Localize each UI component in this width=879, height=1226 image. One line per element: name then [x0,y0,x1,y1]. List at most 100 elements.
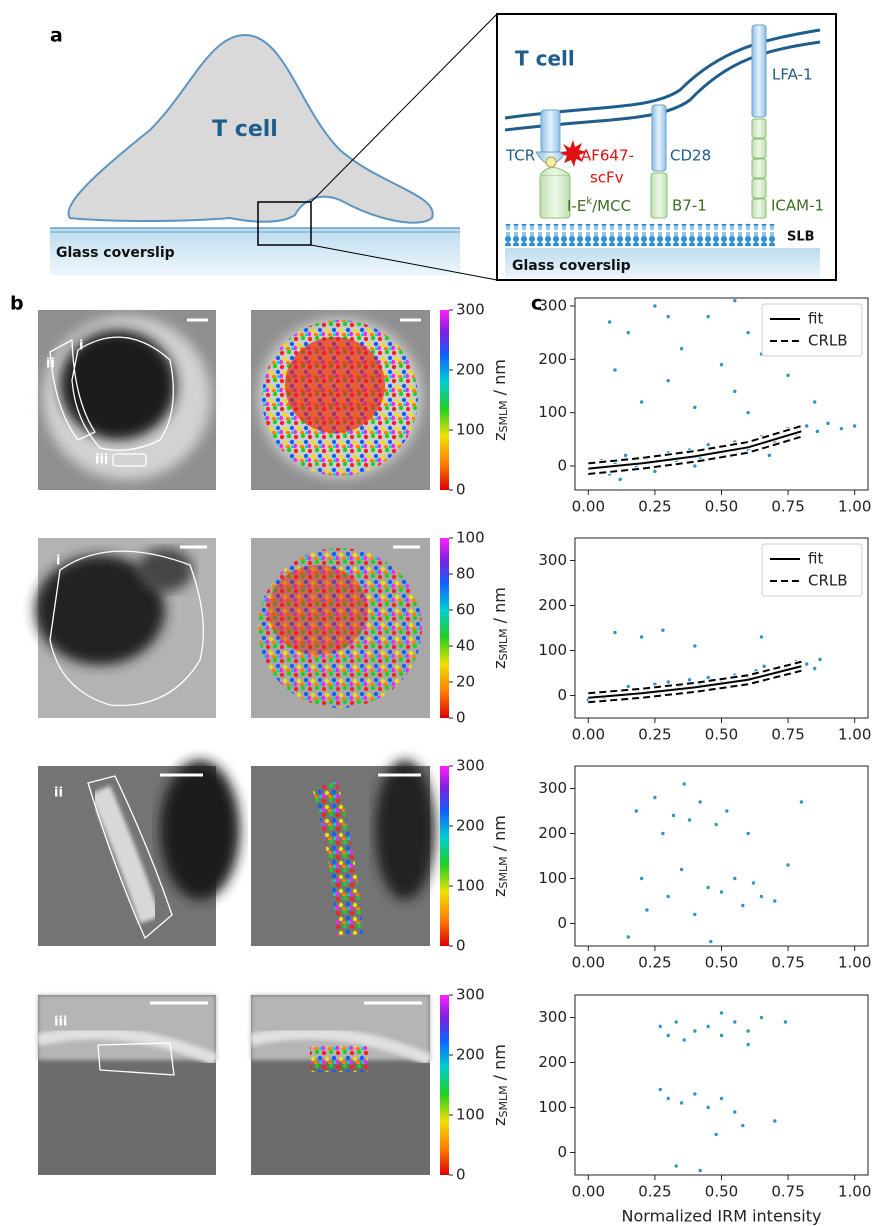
colorbar-label-sub: SMLM [497,628,510,660]
x-tick-label: 0.50 [705,954,738,972]
panel-label: b [10,293,24,315]
cell-diagram: T cell Glass coverslip [50,13,498,281]
colorbar [440,995,449,1175]
colorbar-label: zSMLM / nm [490,1044,511,1126]
probe-label: AF647- [581,147,634,165]
scatter-point [706,675,710,680]
scatter-point [653,682,657,686]
scatter-point [693,1092,697,1096]
colorbar-label-sub: SMLM [497,400,510,432]
colorbar-tick-label: 200 [456,817,485,835]
scatter-point [741,903,745,908]
y-tick-label: 100 [538,641,567,659]
receptor-label: CD28 [670,147,711,165]
scatter-point [719,1096,724,1101]
colorbar-tick-label: 40 [456,637,475,655]
x-tick-label: 0.25 [638,954,671,972]
series-line [588,425,802,465]
receptor-label: TCR [505,147,535,165]
scatter-point [658,1087,662,1092]
scatter-point [706,1105,710,1110]
scatter-point [719,1033,724,1038]
scatter-point [733,389,737,394]
legend-label: CRLB [808,332,848,350]
scatter-point [679,867,684,872]
scatter-point [661,831,665,836]
scatter-point [661,628,665,632]
scatter-point [626,935,630,939]
scatter-point [639,876,644,881]
scatter-point [666,894,670,899]
scatter-point [623,453,628,458]
scatter-point [634,809,638,813]
scatter-point [693,405,697,410]
scatter-point [746,831,750,836]
x-tick-label: 0.50 [705,726,738,744]
x-tick-label: 0.75 [771,1183,804,1201]
scatter-point [666,1096,670,1101]
scatter-point [653,304,657,308]
inset-cell-label: T cell [515,47,575,71]
scatter-point [674,1020,678,1024]
scatter-point [706,885,710,890]
axes-frame [574,994,869,1176]
scatter-point [733,1020,737,1024]
scatter-point [719,1011,724,1015]
colorbar-tick-label: 0 [456,1166,466,1184]
receptor-label: LFA-1 [772,66,813,84]
y-tick-label: 100 [538,403,567,421]
roi-label: ii [54,786,63,801]
scatter-point [725,809,729,813]
scatter-point [762,664,766,668]
x-tick-label: 0.25 [638,726,671,744]
scatter-point [733,1110,737,1114]
roi-label: i [79,339,83,354]
probe-label: scFv [590,169,624,187]
scatter-point [759,894,764,899]
ligand-label-sup: k [586,196,592,207]
y-tick-label: 200 [538,596,567,614]
roi-label: iii [95,453,108,468]
colorbar-label: zSMLM / nm [490,815,511,897]
coverslip-label: Glass coverslip [512,258,631,274]
x-tick-label: 0.75 [771,498,804,516]
colorbar-label-part: z [490,888,509,896]
y-tick-label: 300 [538,1008,567,1026]
axes-frame [574,537,869,719]
cell-label: T cell [212,117,278,142]
scatter-point [852,424,857,428]
scatter-point [626,330,630,335]
scatter-point [671,813,676,818]
scatter-point [805,662,809,666]
scatter-point [679,346,684,351]
scatter-point [682,1038,686,1042]
scatter-point [693,464,697,468]
x-tick-label: 0.25 [638,498,671,516]
colorbar-tick-label: 100 [456,421,485,439]
scatter-point [706,442,710,447]
colorbar-tick-label: 200 [456,361,485,379]
roi-label: iii [54,1015,67,1030]
colorbar-label-part: / nm [490,359,509,395]
scatter-point [666,378,670,383]
scatter-point [799,800,804,804]
ligand-label: ICAM-1 [771,197,824,215]
colorbar-tick-label: 80 [456,565,475,583]
scatter-point [639,635,644,639]
scatter-point [653,469,657,474]
colorbar-tick-label: 300 [456,757,485,775]
colorbar [440,310,449,490]
colorbar-tick-label: 100 [456,529,485,547]
x-tick-label: 0.75 [771,954,804,972]
scatter-point [746,330,750,335]
roi-label: i [56,554,60,569]
scatter-point [746,410,750,415]
scatter-point [687,818,692,822]
colorbar-tick-label: 0 [456,937,466,955]
series-line [588,435,802,475]
colorbar-label-part: / nm [490,587,509,623]
scatter-point [818,657,822,662]
scatter-point [839,426,844,431]
colorbar-tick-label: 60 [456,601,475,619]
